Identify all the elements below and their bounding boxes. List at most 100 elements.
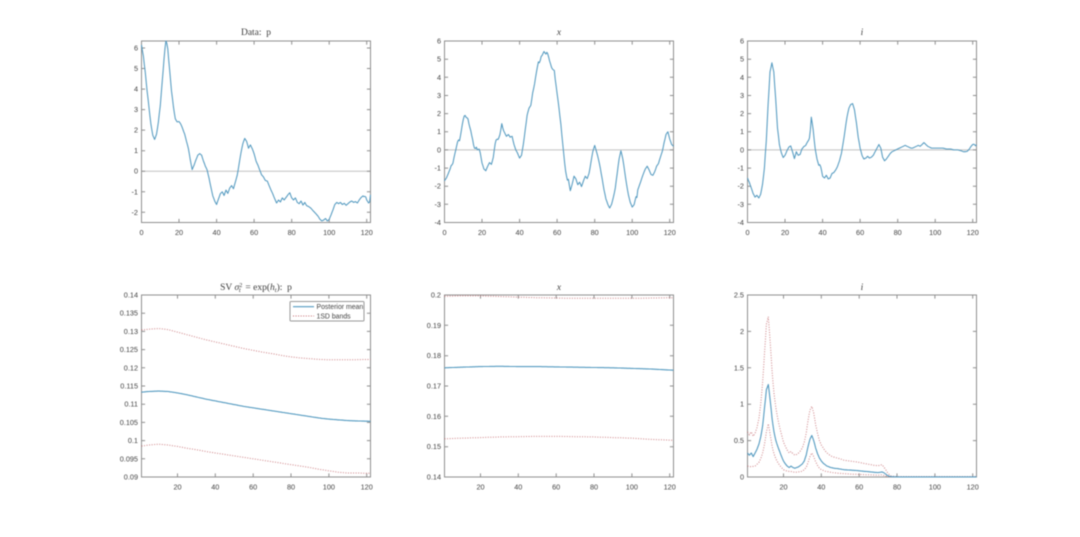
svg-text:40: 40 [211,483,219,492]
svg-text:0.13: 0.13 [124,327,138,336]
svg-text:60: 60 [249,483,257,492]
svg-text:-1: -1 [435,164,442,173]
svg-text:80: 80 [288,228,296,237]
svg-text:1: 1 [740,127,744,136]
svg-text:20: 20 [478,228,486,237]
svg-text:0: 0 [139,228,143,237]
svg-text:0: 0 [442,228,446,237]
svg-text:0.11: 0.11 [124,400,138,409]
svg-text:60: 60 [552,483,560,492]
svg-text:60: 60 [856,228,864,237]
svg-text:100: 100 [929,228,941,237]
svg-text:0.16: 0.16 [427,412,441,421]
svg-text:4: 4 [437,73,441,82]
svg-text:0.1: 0.1 [128,436,138,445]
svg-text:-4: -4 [738,218,745,227]
svg-text:2: 2 [740,327,744,336]
svg-text:0.5: 0.5 [734,436,744,445]
svg-text:120: 120 [664,228,676,237]
svg-text:60: 60 [855,483,863,492]
svg-text:120: 120 [664,483,676,492]
svg-text:6: 6 [437,37,441,46]
svg-text:-3: -3 [435,200,442,209]
svg-text:20: 20 [175,228,183,237]
svg-text:20: 20 [779,483,787,492]
svg-text:-2: -2 [132,208,139,217]
svg-text:4: 4 [134,85,138,94]
svg-text:0.18: 0.18 [427,351,441,360]
svg-text:1: 1 [437,127,441,136]
svg-text:1: 1 [134,146,138,155]
svg-text:80: 80 [590,483,598,492]
svg-text:100: 100 [929,483,941,492]
svg-text:-1: -1 [132,187,139,196]
svg-text:Data: p: Data: p [241,28,271,38]
svg-text:-4: -4 [435,218,442,227]
svg-text:Posterior mean: Posterior mean [317,304,364,311]
svg-text:0: 0 [437,145,441,154]
svg-text:0.15: 0.15 [427,442,441,451]
svg-text:100: 100 [323,228,335,237]
svg-text:0: 0 [740,473,744,482]
svg-text:0: 0 [740,145,744,154]
svg-text:0: 0 [134,167,138,176]
svg-text:1SD bands: 1SD bands [317,314,352,321]
svg-text:-2: -2 [738,182,745,191]
svg-text:0.125: 0.125 [120,345,138,354]
svg-text:40: 40 [514,483,522,492]
svg-text:80: 80 [287,483,295,492]
svg-text:5: 5 [437,55,441,64]
svg-text:5: 5 [134,64,138,73]
svg-text:6: 6 [740,37,744,46]
svg-text:3: 3 [437,91,441,100]
svg-text:40: 40 [819,228,827,237]
svg-text:x: x [556,28,562,38]
svg-text:0.115: 0.115 [120,382,138,391]
svg-text:0.19: 0.19 [427,321,441,330]
svg-text:80: 80 [591,228,599,237]
svg-text:120: 120 [361,228,373,237]
svg-text:2: 2 [134,126,138,135]
svg-text:0.14: 0.14 [124,291,138,300]
svg-text:60: 60 [553,228,561,237]
svg-text:-3: -3 [738,200,745,209]
svg-text:3: 3 [740,91,744,100]
svg-text:40: 40 [516,228,524,237]
svg-text:4: 4 [740,73,744,82]
svg-text:0.09: 0.09 [124,473,138,482]
svg-text:x: x [556,283,562,293]
svg-text:40: 40 [213,228,221,237]
svg-text:0.105: 0.105 [120,418,138,427]
svg-text:-2: -2 [435,182,442,191]
svg-text:6: 6 [134,44,138,53]
svg-text:20: 20 [173,483,181,492]
svg-text:0.135: 0.135 [120,309,138,318]
svg-text:3: 3 [134,105,138,114]
svg-text:i: i [861,283,864,293]
svg-text:1: 1 [740,400,744,409]
svg-text:20: 20 [781,228,789,237]
svg-text:20: 20 [476,483,484,492]
svg-text:0.095: 0.095 [120,454,138,463]
svg-text:0.12: 0.12 [124,363,138,372]
svg-text:-1: -1 [738,164,745,173]
svg-text:2: 2 [437,109,441,118]
svg-text:60: 60 [250,228,258,237]
svg-text:80: 80 [893,483,901,492]
svg-text:100: 100 [323,483,335,492]
svg-text:SV σ2t = exp(ht): p: SV σ2 t = exp(ht): p [220,282,292,294]
svg-text:1.5: 1.5 [734,363,744,372]
svg-text:0.2: 0.2 [431,291,441,300]
svg-text:120: 120 [361,483,373,492]
svg-text:80: 80 [894,228,902,237]
svg-text:0.17: 0.17 [427,382,441,391]
svg-text:0.14: 0.14 [427,473,441,482]
svg-text:100: 100 [626,228,638,237]
svg-text:100: 100 [626,483,638,492]
svg-text:2.5: 2.5 [734,291,744,300]
svg-text:120: 120 [967,228,979,237]
svg-text:5: 5 [740,55,744,64]
svg-text:120: 120 [967,483,979,492]
svg-text:i: i [861,28,864,38]
svg-text:2: 2 [740,109,744,118]
